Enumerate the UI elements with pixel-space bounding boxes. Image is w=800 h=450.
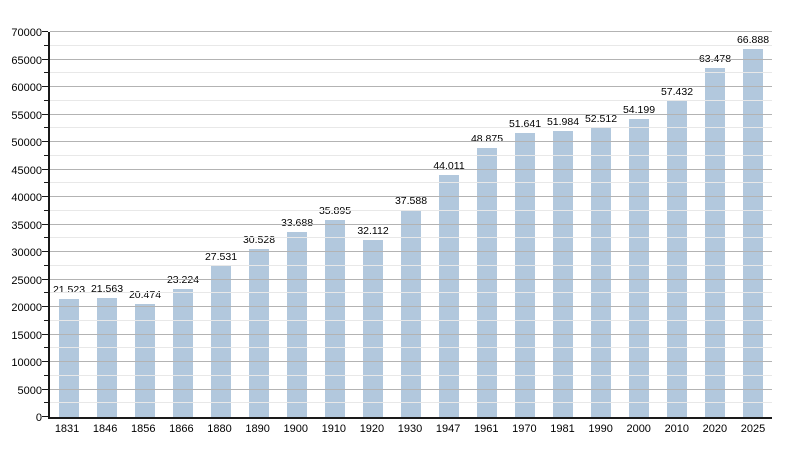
- bar-value-label: 44.011: [433, 159, 465, 172]
- y-tick-label: 5000: [17, 384, 42, 397]
- bar-value-label: 66.888: [736, 34, 770, 47]
- bar-1856: [135, 304, 155, 417]
- x-tick-label: 1856: [131, 423, 156, 435]
- y-tick-label: 70000: [11, 27, 42, 39]
- y-tick-label: 65000: [11, 54, 42, 67]
- plot-area: 21.523 21.563 20.474 23.224 27.531 30.528 33.6…: [42, 31, 772, 419]
- bar-1990: [591, 128, 611, 417]
- bar-value-label: 48.875: [470, 133, 504, 146]
- bar-1880: [211, 265, 231, 417]
- x-tick-label: 2025: [740, 423, 766, 435]
- bar-1890: [249, 249, 269, 417]
- x-tick-label: 1900: [283, 423, 308, 435]
- bar-slot: 57.432: [658, 32, 696, 417]
- bar-value-label: 63.478: [698, 52, 732, 65]
- bar-value-label: 51.984: [546, 116, 580, 129]
- bar-value-label: 51.641: [508, 117, 542, 130]
- y-tick-label: 40000: [11, 192, 42, 205]
- bar-slot: 21.563: [88, 32, 126, 417]
- x-tick-label: 1930: [397, 423, 423, 435]
- x-tick-label: 1947: [435, 423, 461, 435]
- x-tick-label: 1961: [474, 423, 499, 435]
- bar-1947: [439, 174, 459, 417]
- bar-value-label: 52.512: [584, 113, 618, 126]
- y-tick-label: 15000: [11, 329, 42, 342]
- bar-slot: 48.875: [468, 32, 506, 417]
- bar-1866: [173, 289, 193, 417]
- bars-row: 21.523 21.563 20.474 23.224 27.531 30.528 33.6…: [50, 32, 772, 417]
- y-tick-label: 30000: [11, 247, 42, 259]
- y-tick-label: 55000: [11, 109, 42, 122]
- bar-slot: 32.112: [354, 32, 392, 417]
- y-axis-labels: 0 5000 10000 15000 20000 25000 30000 35000 40000…: [0, 27, 42, 424]
- bar-1900: [287, 231, 307, 417]
- bar-2010: [667, 101, 687, 417]
- bar-2000: [629, 118, 649, 417]
- bar-slot: 20.474: [126, 32, 164, 417]
- bar-value-label: 30.528: [242, 234, 276, 247]
- y-tick-label: 50000: [11, 137, 42, 149]
- x-tick-label: 1970: [512, 423, 537, 435]
- bar-slot: 63.478: [696, 32, 734, 417]
- y-tick-label: 35000: [11, 219, 42, 232]
- bar-slot: 27.531: [202, 32, 240, 417]
- bar-slot: 51.641: [506, 32, 544, 417]
- x-tick-label: 1846: [92, 423, 118, 435]
- x-tick-label: 2000: [626, 423, 651, 435]
- bar-slot: 35.895: [316, 32, 354, 417]
- bar-slot: 33.688: [278, 32, 316, 417]
- bar-1970: [515, 132, 535, 417]
- bar-value-label: 27.531: [204, 250, 238, 263]
- bar-slot: 54.199: [620, 32, 658, 417]
- bar-slot: 52.512: [582, 32, 620, 417]
- x-tick-label: 1831: [54, 423, 80, 435]
- x-tick-label: 2020: [702, 423, 728, 435]
- bar-slot: 44.011: [430, 32, 468, 417]
- bar-value-label: 32.112: [357, 225, 389, 238]
- bar-slot: 37.588: [392, 32, 430, 417]
- x-tick-label: 1890: [245, 423, 270, 435]
- bar-2020: [705, 67, 725, 417]
- bar-1846: [97, 298, 117, 417]
- y-tick-label: 25000: [11, 274, 42, 287]
- bar-1981: [553, 131, 573, 417]
- bar-value-label: 20.474: [128, 289, 162, 302]
- bar-value-label: 23.224: [166, 274, 200, 287]
- bar-slot: 23.224: [164, 32, 202, 417]
- x-tick-label: 2010: [664, 423, 690, 435]
- bar-2025: [743, 49, 763, 417]
- bar-slot: 66.888: [734, 32, 772, 417]
- bar-slot: 21.523: [50, 32, 88, 417]
- x-tick-label: 1910: [321, 423, 347, 435]
- x-tick-label: 1920: [359, 423, 385, 435]
- y-tick-label: 0: [35, 412, 42, 424]
- x-tick-label: 1981: [550, 423, 575, 435]
- x-tick-label: 1990: [588, 423, 613, 435]
- y-tick-label: 20000: [11, 302, 42, 315]
- bar-1920: [363, 240, 383, 417]
- bar-slot: 30.528: [240, 32, 278, 417]
- y-tick-label: 60000: [11, 82, 42, 94]
- y-tick-label: 45000: [11, 164, 42, 177]
- bar-1910: [325, 219, 345, 417]
- bar-value-label: 37.588: [394, 195, 428, 208]
- bar-1930: [401, 210, 421, 417]
- x-tick-label: 1866: [169, 423, 194, 435]
- bar-value-label: 35.895: [318, 204, 352, 217]
- bar-1961: [477, 148, 497, 417]
- bar-value-label: 33.688: [280, 216, 314, 229]
- x-axis-labels: 1831 1846 1856 1866 1880 1890 1900 1910 1920 1930…: [48, 423, 772, 436]
- bar-value-label: 57.432: [660, 86, 694, 99]
- x-tick-label: 1880: [207, 423, 232, 435]
- bar-value-label: 21.523: [52, 283, 86, 296]
- bar-value-label: 54.199: [622, 103, 656, 116]
- bar-slot: 51.984: [544, 32, 582, 417]
- bar-value-label: 21.563: [90, 283, 124, 296]
- bar-1831: [59, 298, 79, 417]
- y-tick-label: 10000: [11, 357, 42, 370]
